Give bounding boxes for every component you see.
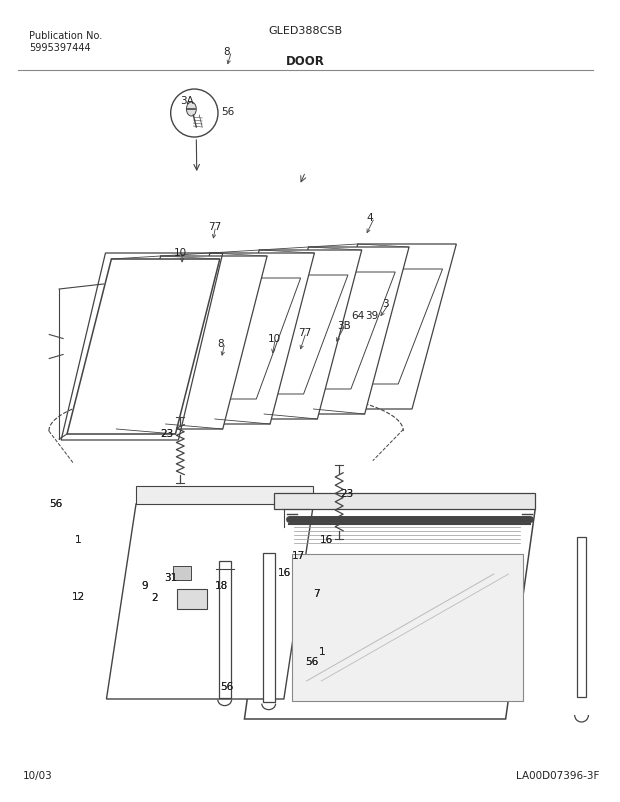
Polygon shape — [264, 248, 409, 415]
Polygon shape — [263, 553, 275, 702]
Text: 56: 56 — [220, 682, 233, 691]
Text: 64: 64 — [352, 310, 365, 320]
Text: 16: 16 — [278, 568, 291, 577]
Text: 23: 23 — [340, 488, 353, 498]
Text: 23: 23 — [340, 488, 353, 498]
Text: 31: 31 — [164, 573, 177, 582]
Polygon shape — [174, 566, 191, 581]
Text: LA00D07396-3F: LA00D07396-3F — [516, 770, 600, 780]
Text: 9: 9 — [142, 581, 148, 590]
Text: 10: 10 — [268, 334, 281, 343]
Text: 10: 10 — [174, 248, 187, 257]
Text: 56: 56 — [306, 657, 319, 666]
Polygon shape — [274, 493, 535, 509]
Text: 3: 3 — [382, 298, 389, 308]
Text: 16: 16 — [319, 534, 333, 544]
Polygon shape — [117, 257, 267, 429]
Text: 31: 31 — [164, 573, 177, 582]
Text: 77: 77 — [298, 328, 311, 338]
Text: 56: 56 — [306, 657, 319, 666]
Text: 16: 16 — [278, 568, 291, 577]
Text: 16: 16 — [319, 534, 333, 544]
Text: 1: 1 — [74, 534, 81, 544]
Text: 56: 56 — [49, 499, 62, 508]
Text: 7: 7 — [313, 589, 319, 598]
Polygon shape — [292, 554, 523, 701]
Text: 56: 56 — [220, 682, 233, 691]
Text: 8: 8 — [217, 338, 224, 348]
Text: 17: 17 — [292, 550, 306, 560]
Text: 3A: 3A — [180, 96, 194, 106]
Polygon shape — [166, 253, 314, 424]
Text: GLED388CSB: GLED388CSB — [268, 26, 343, 36]
Text: 77: 77 — [208, 222, 221, 232]
Text: 1: 1 — [74, 534, 81, 544]
Polygon shape — [219, 561, 231, 698]
Text: 1: 1 — [319, 646, 326, 656]
Text: 10/03: 10/03 — [23, 770, 53, 780]
Text: 2: 2 — [151, 593, 158, 602]
Text: 23: 23 — [160, 428, 174, 438]
Polygon shape — [244, 509, 535, 719]
Text: 12: 12 — [72, 592, 86, 602]
Text: 17: 17 — [292, 550, 306, 560]
Polygon shape — [136, 486, 314, 504]
Text: 56: 56 — [49, 499, 62, 508]
Polygon shape — [177, 589, 207, 610]
Text: DOOR: DOOR — [286, 55, 325, 67]
Circle shape — [170, 90, 218, 138]
Text: 9: 9 — [142, 581, 148, 590]
Text: Publication No.: Publication No. — [29, 30, 102, 40]
Polygon shape — [67, 260, 220, 435]
Text: eReplacementParts.com: eReplacementParts.com — [229, 385, 382, 398]
Ellipse shape — [187, 103, 197, 117]
Text: 1: 1 — [319, 646, 326, 656]
Text: 23: 23 — [160, 428, 174, 438]
Text: 4: 4 — [366, 213, 373, 223]
Polygon shape — [107, 504, 314, 699]
Text: 18: 18 — [215, 581, 228, 590]
Text: 3B: 3B — [337, 321, 351, 330]
Text: 39: 39 — [365, 310, 379, 320]
Text: 8: 8 — [224, 47, 230, 57]
Text: 56: 56 — [221, 107, 234, 117]
Text: 2: 2 — [151, 593, 158, 602]
Text: 5995397444: 5995397444 — [29, 43, 91, 52]
Text: 12: 12 — [72, 592, 86, 602]
Polygon shape — [577, 537, 587, 697]
Polygon shape — [314, 245, 456, 410]
Text: 7: 7 — [313, 589, 319, 598]
Text: 18: 18 — [215, 581, 228, 590]
Polygon shape — [215, 251, 361, 419]
